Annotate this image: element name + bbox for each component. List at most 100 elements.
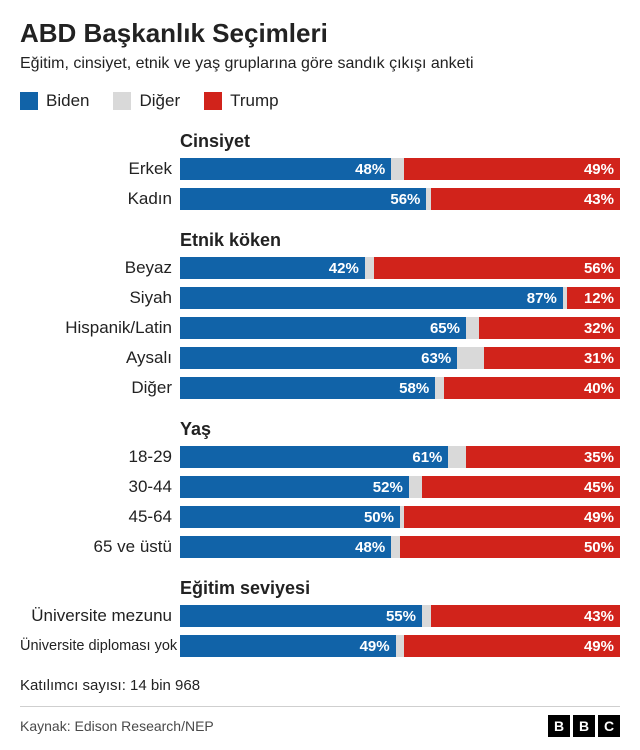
bar-segment-trump: 49% bbox=[404, 635, 620, 657]
bar-segment-trump: 32% bbox=[479, 317, 620, 339]
row-label: 45-64 bbox=[20, 507, 180, 527]
bar-segment-biden: 61% bbox=[180, 446, 448, 468]
bar-segment-biden: 48% bbox=[180, 158, 391, 180]
participant-count: Katılımcı sayısı: 14 bin 968 bbox=[20, 677, 620, 694]
group: Etnik kökenBeyaz42%56%Siyah87%12%Hispani… bbox=[20, 230, 620, 401]
bbc-logo-box: B bbox=[548, 715, 570, 737]
bar-segment-other bbox=[391, 536, 400, 558]
stacked-bar: 65% 32% bbox=[180, 317, 620, 339]
legend-swatch-trump bbox=[204, 92, 222, 110]
stacked-bar: 55% 43% bbox=[180, 605, 620, 627]
row-label: 65 ve üstü bbox=[20, 537, 180, 557]
row-label: Üniversite mezunu bbox=[20, 606, 180, 626]
bbc-logo-box: C bbox=[598, 715, 620, 737]
bar-segment-other bbox=[466, 317, 479, 339]
row-label: Siyah bbox=[20, 288, 180, 308]
bar-row: Siyah87%12% bbox=[20, 285, 620, 311]
footer-divider bbox=[20, 706, 620, 707]
legend-item-biden: Biden bbox=[20, 91, 89, 111]
chart-subtitle: Eğitim, cinsiyet, etnik ve yaş grupların… bbox=[20, 55, 620, 73]
row-label: Erkek bbox=[20, 159, 180, 179]
bar-segment-other bbox=[365, 257, 374, 279]
bar-row: Erkek48%49% bbox=[20, 156, 620, 182]
bar-segment-biden: 87% bbox=[180, 287, 563, 309]
stacked-bar: 87%12% bbox=[180, 287, 620, 309]
bar-row: 30-4452%45% bbox=[20, 474, 620, 500]
bar-segment-other bbox=[396, 635, 405, 657]
bar-segment-trump: 56% bbox=[374, 257, 620, 279]
stacked-bar: 63% 31% bbox=[180, 347, 620, 369]
bar-segment-biden: 49% bbox=[180, 635, 396, 657]
stacked-bar: 48%49% bbox=[180, 158, 620, 180]
group-title: Cinsiyet bbox=[180, 131, 620, 152]
legend-swatch-biden bbox=[20, 92, 38, 110]
bar-segment-trump: 31% bbox=[484, 347, 620, 369]
bar-segment-trump: 43% bbox=[431, 605, 620, 627]
legend: Biden Diğer Trump bbox=[20, 91, 620, 111]
stacked-bar: 42% 56% bbox=[180, 257, 620, 279]
bar-segment-biden: 48% bbox=[180, 536, 391, 558]
group-title: Eğitim seviyesi bbox=[180, 578, 620, 599]
bbc-logo-box: B bbox=[573, 715, 595, 737]
bar-row: Üniversite diploması yok49%49% bbox=[20, 633, 620, 659]
bar-segment-trump: 40% bbox=[444, 377, 620, 399]
chart-groups: CinsiyetErkek48%49%Kadın56%43%Etnik köke… bbox=[20, 131, 620, 659]
stacked-bar: 56%43% bbox=[180, 188, 620, 210]
row-label: Kadın bbox=[20, 189, 180, 209]
bar-segment-other bbox=[448, 446, 466, 468]
bar-row: Beyaz42% 56% bbox=[20, 255, 620, 281]
bar-row: Diğer58% 40% bbox=[20, 375, 620, 401]
bar-segment-biden: 65% bbox=[180, 317, 466, 339]
bar-segment-trump: 45% bbox=[422, 476, 620, 498]
bar-row: Aysalı63% 31% bbox=[20, 345, 620, 371]
bar-segment-trump: 49% bbox=[404, 506, 620, 528]
stacked-bar: 48% 50% bbox=[180, 536, 620, 558]
bar-row: Üniversite mezunu55% 43% bbox=[20, 603, 620, 629]
bar-segment-biden: 63% bbox=[180, 347, 457, 369]
bar-segment-trump: 50% bbox=[400, 536, 620, 558]
bbc-logo: BBC bbox=[548, 715, 620, 737]
row-label: 18-29 bbox=[20, 447, 180, 467]
bar-row: Kadın56%43% bbox=[20, 186, 620, 212]
stacked-bar: 50%49% bbox=[180, 506, 620, 528]
stacked-bar: 61% 35% bbox=[180, 446, 620, 468]
row-label: 30-44 bbox=[20, 477, 180, 497]
legend-item-other: Diğer bbox=[113, 91, 180, 111]
stacked-bar: 52%45% bbox=[180, 476, 620, 498]
bar-segment-other bbox=[391, 158, 404, 180]
row-label: Diğer bbox=[20, 378, 180, 398]
row-label: Üniversite diploması yok bbox=[20, 638, 180, 654]
row-label: Hispanik/Latin bbox=[20, 318, 180, 338]
bar-row: 18-2961% 35% bbox=[20, 444, 620, 470]
footer: Kaynak: Edison Research/NEP BBC bbox=[20, 715, 620, 737]
bar-segment-other bbox=[409, 476, 422, 498]
row-label: Aysalı bbox=[20, 348, 180, 368]
bar-segment-trump: 35% bbox=[466, 446, 620, 468]
bar-segment-biden: 55% bbox=[180, 605, 422, 627]
group-title: Yaş bbox=[180, 419, 620, 440]
bar-row: Hispanik/Latin65% 32% bbox=[20, 315, 620, 341]
bar-segment-biden: 56% bbox=[180, 188, 426, 210]
bar-segment-other bbox=[435, 377, 444, 399]
group: CinsiyetErkek48%49%Kadın56%43% bbox=[20, 131, 620, 212]
bar-segment-trump: 12% bbox=[567, 287, 620, 309]
stacked-bar: 58% 40% bbox=[180, 377, 620, 399]
bar-segment-biden: 58% bbox=[180, 377, 435, 399]
bar-segment-biden: 42% bbox=[180, 257, 365, 279]
group-title: Etnik köken bbox=[180, 230, 620, 251]
bar-row: 45-6450%49% bbox=[20, 504, 620, 530]
bar-segment-other bbox=[422, 605, 431, 627]
row-label: Beyaz bbox=[20, 258, 180, 278]
group: Eğitim seviyesiÜniversite mezunu55%43%Ün… bbox=[20, 578, 620, 659]
legend-label: Diğer bbox=[139, 91, 180, 111]
chart-title: ABD Başkanlık Seçimleri bbox=[20, 18, 620, 49]
source-text: Kaynak: Edison Research/NEP bbox=[20, 718, 214, 734]
stacked-bar: 49% 49% bbox=[180, 635, 620, 657]
legend-label: Biden bbox=[46, 91, 89, 111]
legend-label: Trump bbox=[230, 91, 279, 111]
bar-segment-other bbox=[457, 347, 483, 369]
legend-item-trump: Trump bbox=[204, 91, 279, 111]
group: Yaş18-2961%35%30-4452%45%45-6450%49%65 v… bbox=[20, 419, 620, 560]
legend-swatch-other bbox=[113, 92, 131, 110]
bar-segment-biden: 50% bbox=[180, 506, 400, 528]
